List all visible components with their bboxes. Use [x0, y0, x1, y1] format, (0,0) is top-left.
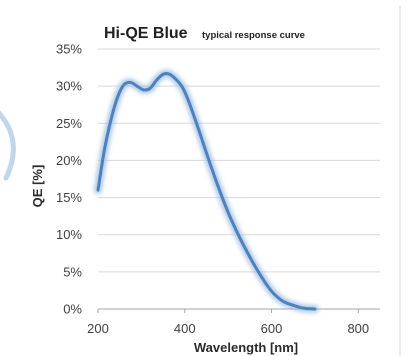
y-tick-label: 15%	[56, 190, 82, 205]
y-tick-label: 30%	[56, 79, 82, 94]
y-axis-title: QE [%]	[30, 165, 45, 208]
data-series	[94, 69, 319, 313]
x-tick-label: 600	[261, 321, 283, 336]
decorative-crescent	[0, 110, 16, 181]
y-tick-label: 20%	[56, 153, 82, 168]
x-tick-label: 200	[87, 321, 109, 336]
y-tick-label: 25%	[56, 116, 82, 131]
y-axis-tick-labels: 0% 5% 10% 15% 20% 25% 30% 35%	[56, 42, 82, 317]
chart-title: Hi-QE Blue	[104, 25, 188, 42]
x-tick-label: 800	[347, 321, 369, 336]
y-tick-label: 35%	[56, 42, 82, 57]
x-axis-title: Wavelength [nm]	[194, 340, 298, 355]
y-tick-label: 5%	[63, 264, 82, 279]
y-tick-label: 10%	[56, 227, 82, 242]
y-tick-label: 0%	[63, 302, 82, 317]
chart-subtitle: typical response curve	[202, 30, 305, 41]
series-line	[96, 72, 317, 311]
x-axis-tick-labels: 200 400 600 800	[87, 309, 369, 336]
x-tick-label: 400	[174, 321, 196, 336]
